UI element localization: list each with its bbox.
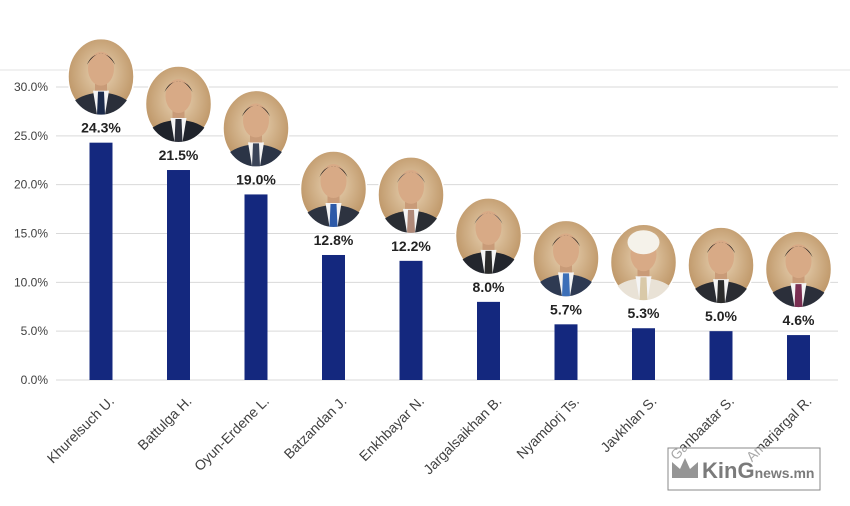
y-tick-label: 20.0%	[14, 178, 48, 192]
portrait-photo	[687, 226, 755, 304]
y-axis-labels: 0.0% 5.0% 10.0% 15.0% 20.0% 25.0% 30.0%	[14, 80, 48, 387]
value-labels: 24.3% 21.5% 19.0% 12.8% 12.2% 8.0% 5.7% 5.3% 5.0…	[81, 120, 815, 328]
value-label: 5.3%	[628, 305, 660, 321]
bar	[477, 301, 500, 380]
value-label: 19.0%	[236, 171, 276, 187]
portrait-photo	[144, 65, 213, 143]
value-label: 21.5%	[159, 147, 199, 163]
watermark: KinGnews.mn	[667, 447, 821, 491]
bar	[554, 324, 578, 380]
value-label: 12.8%	[314, 232, 354, 248]
y-tick-label: 30.0%	[14, 80, 48, 94]
y-tick-label: 15.0%	[14, 227, 48, 241]
portrait-photo	[609, 223, 678, 301]
value-label: 5.0%	[705, 308, 737, 324]
bar	[787, 335, 810, 380]
portrait-photo	[764, 230, 833, 308]
value-label: 12.2%	[391, 238, 431, 254]
crown-icon	[672, 458, 698, 478]
portrait-photo	[532, 219, 600, 298]
y-tick-label: 5.0%	[21, 324, 49, 338]
bar	[632, 328, 655, 380]
portrait-photo	[67, 37, 135, 116]
value-label: 24.3%	[81, 120, 121, 136]
value-label: 8.0%	[473, 279, 505, 295]
portraits	[67, 37, 833, 308]
portrait-photo	[377, 156, 445, 234]
portrait-photo	[222, 89, 290, 168]
bar	[167, 170, 190, 380]
bars	[89, 142, 810, 380]
value-label: 5.7%	[550, 301, 582, 317]
bar	[709, 331, 733, 380]
y-tick-label: 10.0%	[14, 275, 48, 289]
bar	[244, 194, 268, 380]
bar	[89, 142, 113, 380]
value-label: 4.6%	[783, 312, 815, 328]
y-tick-label: 0.0%	[21, 373, 49, 387]
bar	[322, 254, 345, 380]
portrait-photo	[454, 197, 523, 275]
portrait-photo	[299, 150, 368, 228]
bar	[399, 260, 423, 380]
y-tick-label: 25.0%	[14, 129, 48, 143]
watermark-text: KinGnews.mn	[702, 458, 814, 483]
